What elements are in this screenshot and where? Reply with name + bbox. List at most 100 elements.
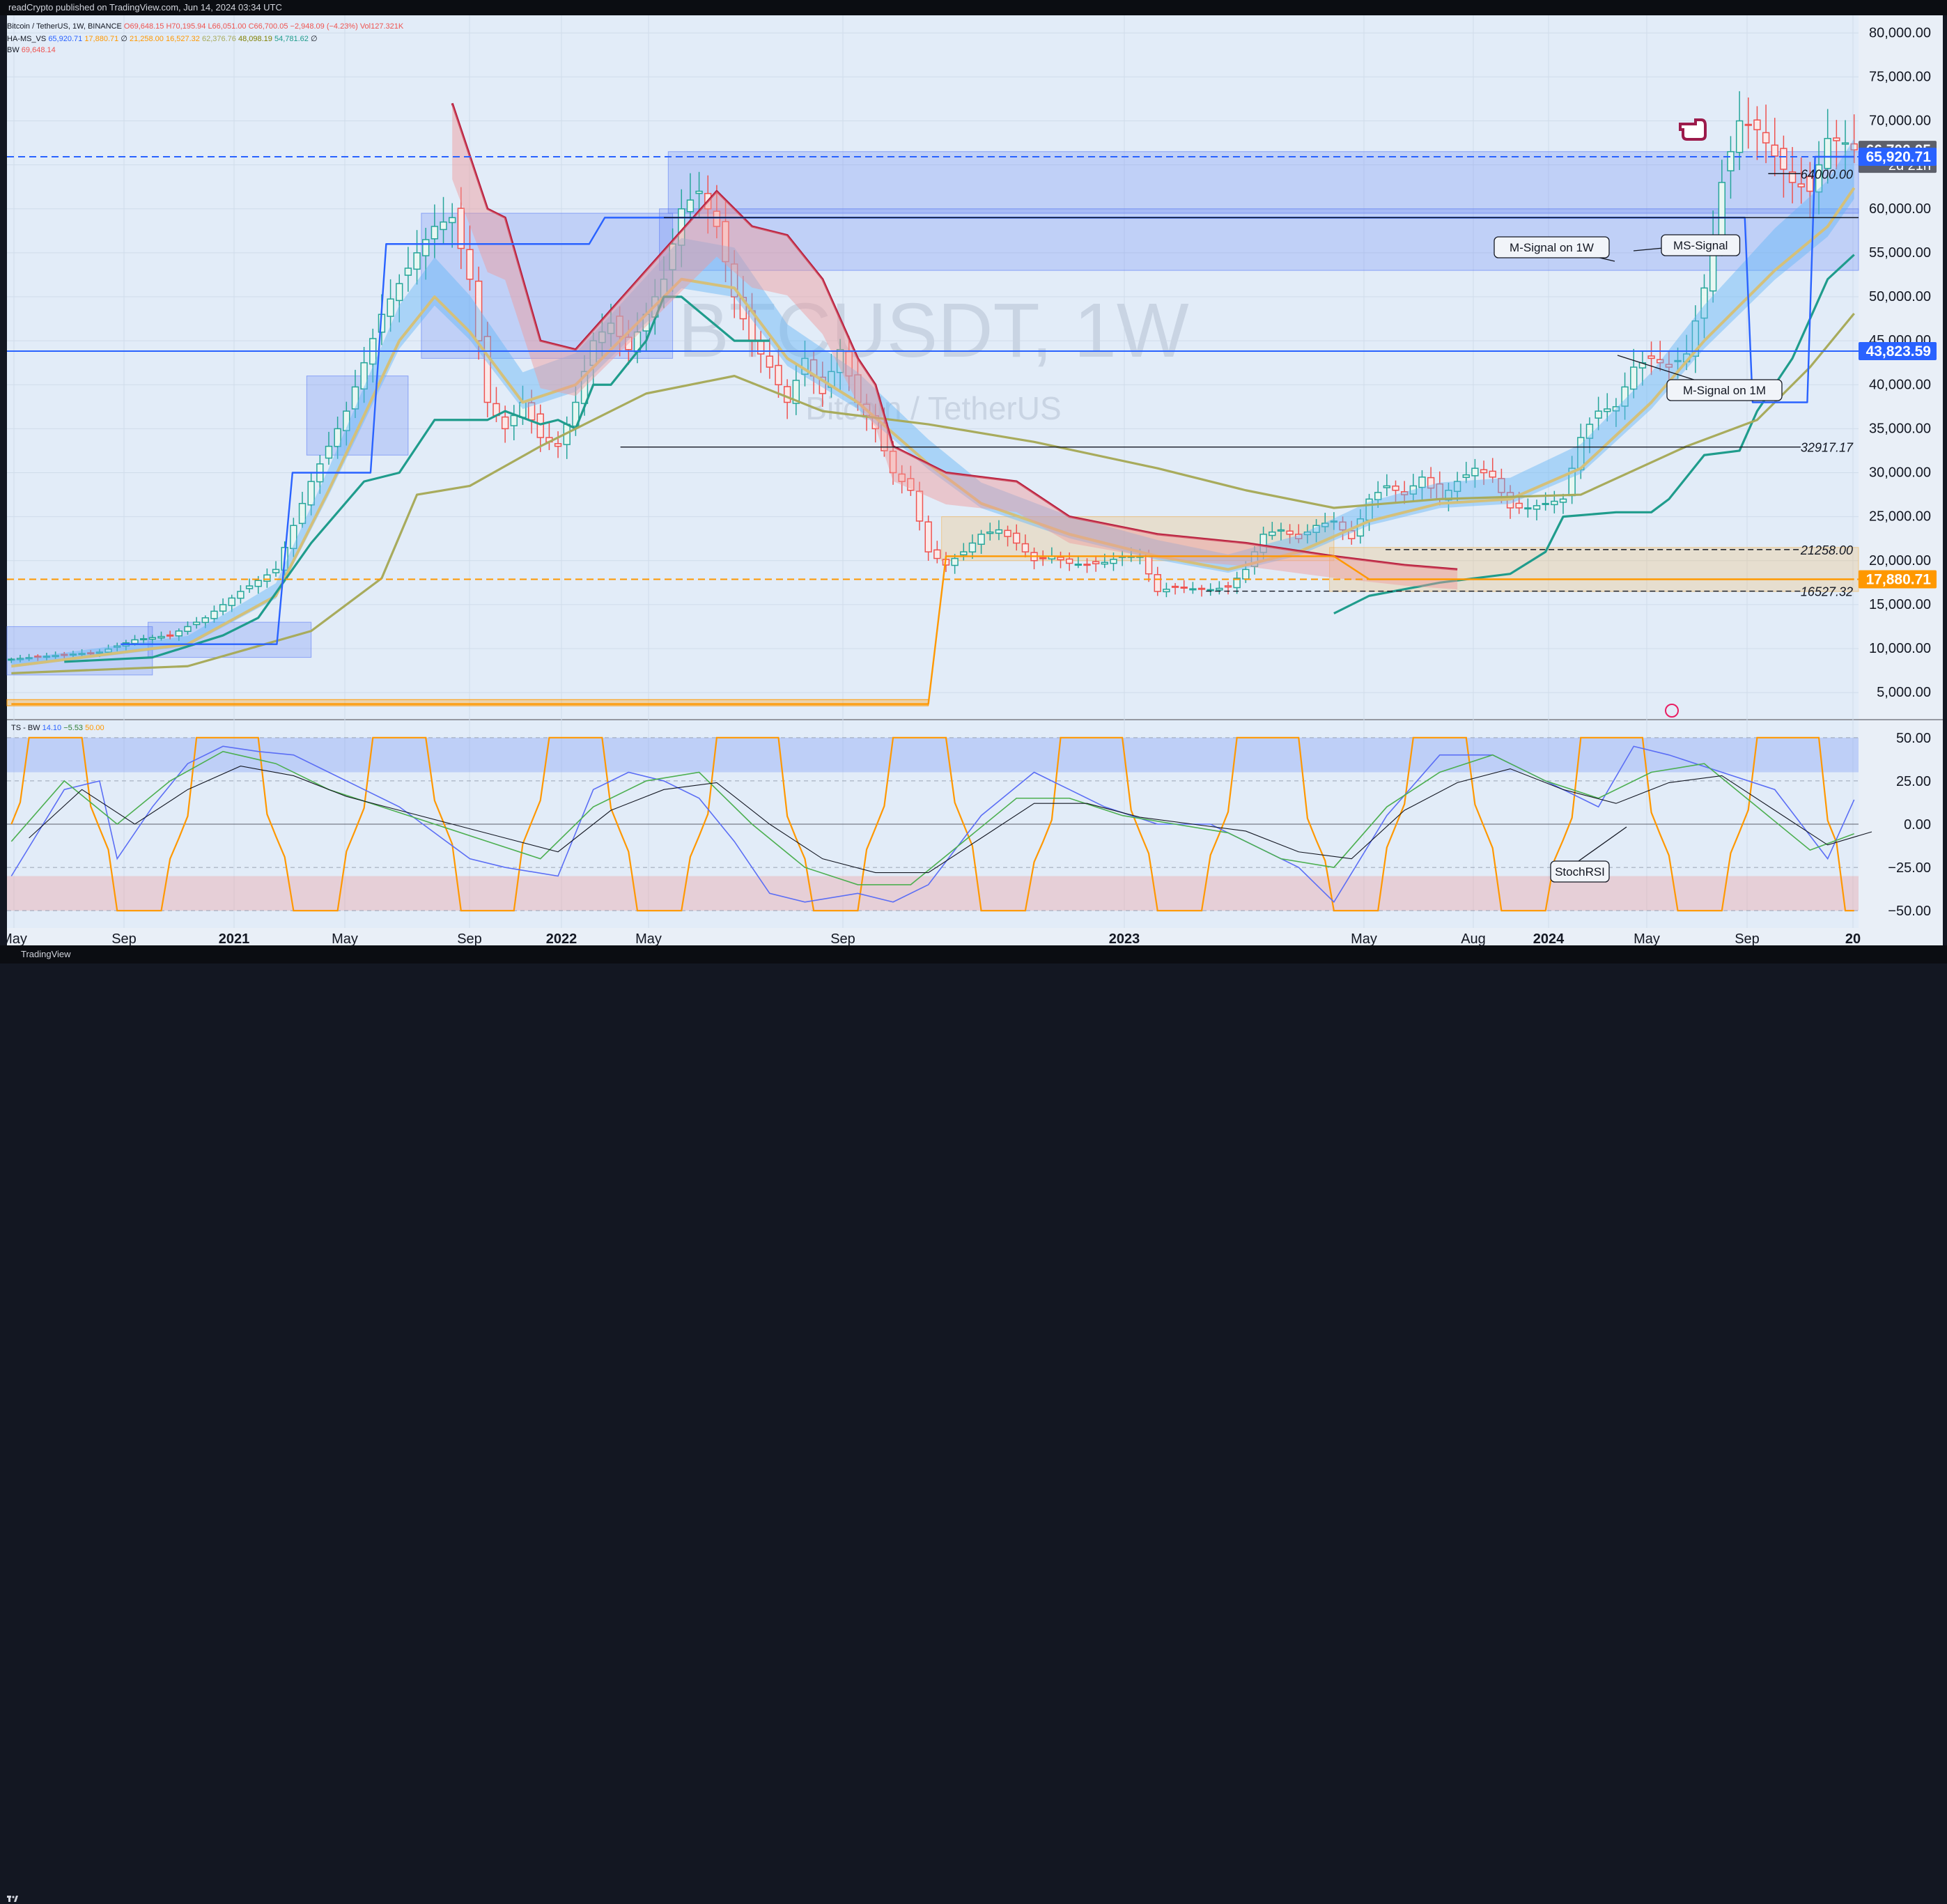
callout-text: StochRSI <box>1555 865 1605 879</box>
candle-body <box>1216 587 1223 591</box>
y-tick-label: 35,000.00 <box>1869 421 1931 436</box>
candle <box>1312 519 1320 543</box>
candle-body <box>881 422 888 451</box>
legend-osc-name: TS - BW <box>11 724 40 732</box>
candle <box>1700 274 1708 339</box>
candle <box>1039 550 1047 566</box>
legend-volume: Vol127.321K <box>359 22 404 31</box>
candle-body <box>501 416 509 430</box>
legend-ind-v2: 17,880.71 <box>84 35 119 43</box>
candle <box>166 630 174 640</box>
candle <box>1409 474 1417 502</box>
candle-body <box>1718 182 1725 236</box>
level-label: 32917.17 <box>1801 441 1854 455</box>
candle-body <box>1339 521 1347 531</box>
candle <box>343 401 350 446</box>
candle <box>61 651 68 659</box>
candle-body <box>986 531 994 534</box>
candle <box>1383 474 1391 497</box>
y-tick-label: 50,000.00 <box>1869 289 1931 304</box>
legend-line-2: HA-MS_VS 65,920.71 17,880.71 ∅ 21,258.00… <box>7 34 318 43</box>
price-tag-text: 17,880.71 <box>1866 572 1932 588</box>
candle-body <box>396 283 403 302</box>
candle <box>430 204 439 258</box>
legend-bw-name: BW <box>7 46 20 54</box>
x-tick-label: May <box>1 931 27 945</box>
candle <box>915 481 924 531</box>
candle-body <box>889 450 897 474</box>
zone-box <box>667 151 1859 214</box>
candle <box>1321 513 1329 532</box>
x-tick-label: 2023 <box>1109 931 1140 945</box>
candle-body <box>1154 574 1161 592</box>
candle <box>1815 141 1823 215</box>
zone-box <box>659 208 1859 271</box>
osc-tick-label: 0.00 <box>1904 817 1931 833</box>
candle-body <box>1744 123 1752 126</box>
footer-bar: TradingView <box>0 945 1947 1902</box>
candle-body <box>1330 520 1338 523</box>
callout-box <box>1550 860 1610 883</box>
candle-body <box>440 221 447 231</box>
legend-ind-v7: 48,098.19 <box>238 35 272 43</box>
candle-body <box>1180 586 1188 589</box>
candle-body <box>1621 386 1629 407</box>
candle-body <box>607 323 615 334</box>
candle <box>1427 467 1435 499</box>
event-flag-icon <box>1665 704 1679 718</box>
candle <box>1727 136 1735 199</box>
candle <box>625 320 633 365</box>
candle-body <box>16 658 24 660</box>
candle-body <box>766 355 774 368</box>
candle-body <box>474 280 483 341</box>
candle-body <box>1171 585 1179 588</box>
x-tick-label: May <box>332 931 358 945</box>
candle-body <box>148 637 157 640</box>
candle-body <box>1850 143 1858 150</box>
osc-orange-line <box>10 736 1854 912</box>
candle-body <box>1788 171 1797 183</box>
legend-ind-name: HA-MS_VS <box>7 35 47 43</box>
osc-signal-line <box>10 750 1854 885</box>
candle <box>483 321 491 418</box>
candle-body <box>1595 410 1602 419</box>
candle-body <box>1374 492 1382 500</box>
candle-body <box>42 656 51 658</box>
candle <box>1277 523 1285 541</box>
candle <box>1154 566 1161 596</box>
candle <box>1021 534 1030 558</box>
candle-body <box>1647 355 1655 359</box>
candle-body <box>140 638 148 641</box>
chart-area[interactable]: 80,000.0075,000.0070,000.0065,000.0060,0… <box>0 15 1947 947</box>
y-tick-label: 70,000.00 <box>1869 114 1931 129</box>
candle <box>1330 512 1338 530</box>
candle-body <box>1004 529 1011 537</box>
y-tick-label: 80,000.00 <box>1869 25 1931 40</box>
callout-box <box>1661 234 1741 256</box>
candle-body <box>114 645 121 648</box>
candle <box>783 379 791 419</box>
footer-brand: TradingView <box>21 949 71 959</box>
candle-body <box>695 190 703 194</box>
candle <box>413 230 421 285</box>
candle <box>775 348 782 398</box>
candle <box>148 635 157 644</box>
candle-body <box>61 653 68 656</box>
osc-black-line <box>29 765 1872 874</box>
candle <box>536 404 544 452</box>
candle-body <box>1427 477 1435 489</box>
candle <box>907 465 915 496</box>
candle-body <box>1498 478 1505 493</box>
legend-osc: TS - BW 14.10 −5.53 50.00 <box>11 724 104 732</box>
chart-svg[interactable]: 80,000.0075,000.0070,000.0065,000.0060,0… <box>0 15 1947 947</box>
candle <box>1392 480 1399 503</box>
candle <box>42 653 51 660</box>
x-tick-label: May <box>1351 931 1377 945</box>
candle <box>1224 582 1232 595</box>
legend-line-1: Bitcoin / TetherUS, 1W, BINANCE O69,648.… <box>7 22 403 31</box>
candle <box>1524 498 1532 518</box>
publish-text: readCrypto published on TradingView.com,… <box>8 2 282 13</box>
candle-body <box>449 217 456 224</box>
candle-body <box>995 529 1003 534</box>
candle-body <box>536 413 544 438</box>
